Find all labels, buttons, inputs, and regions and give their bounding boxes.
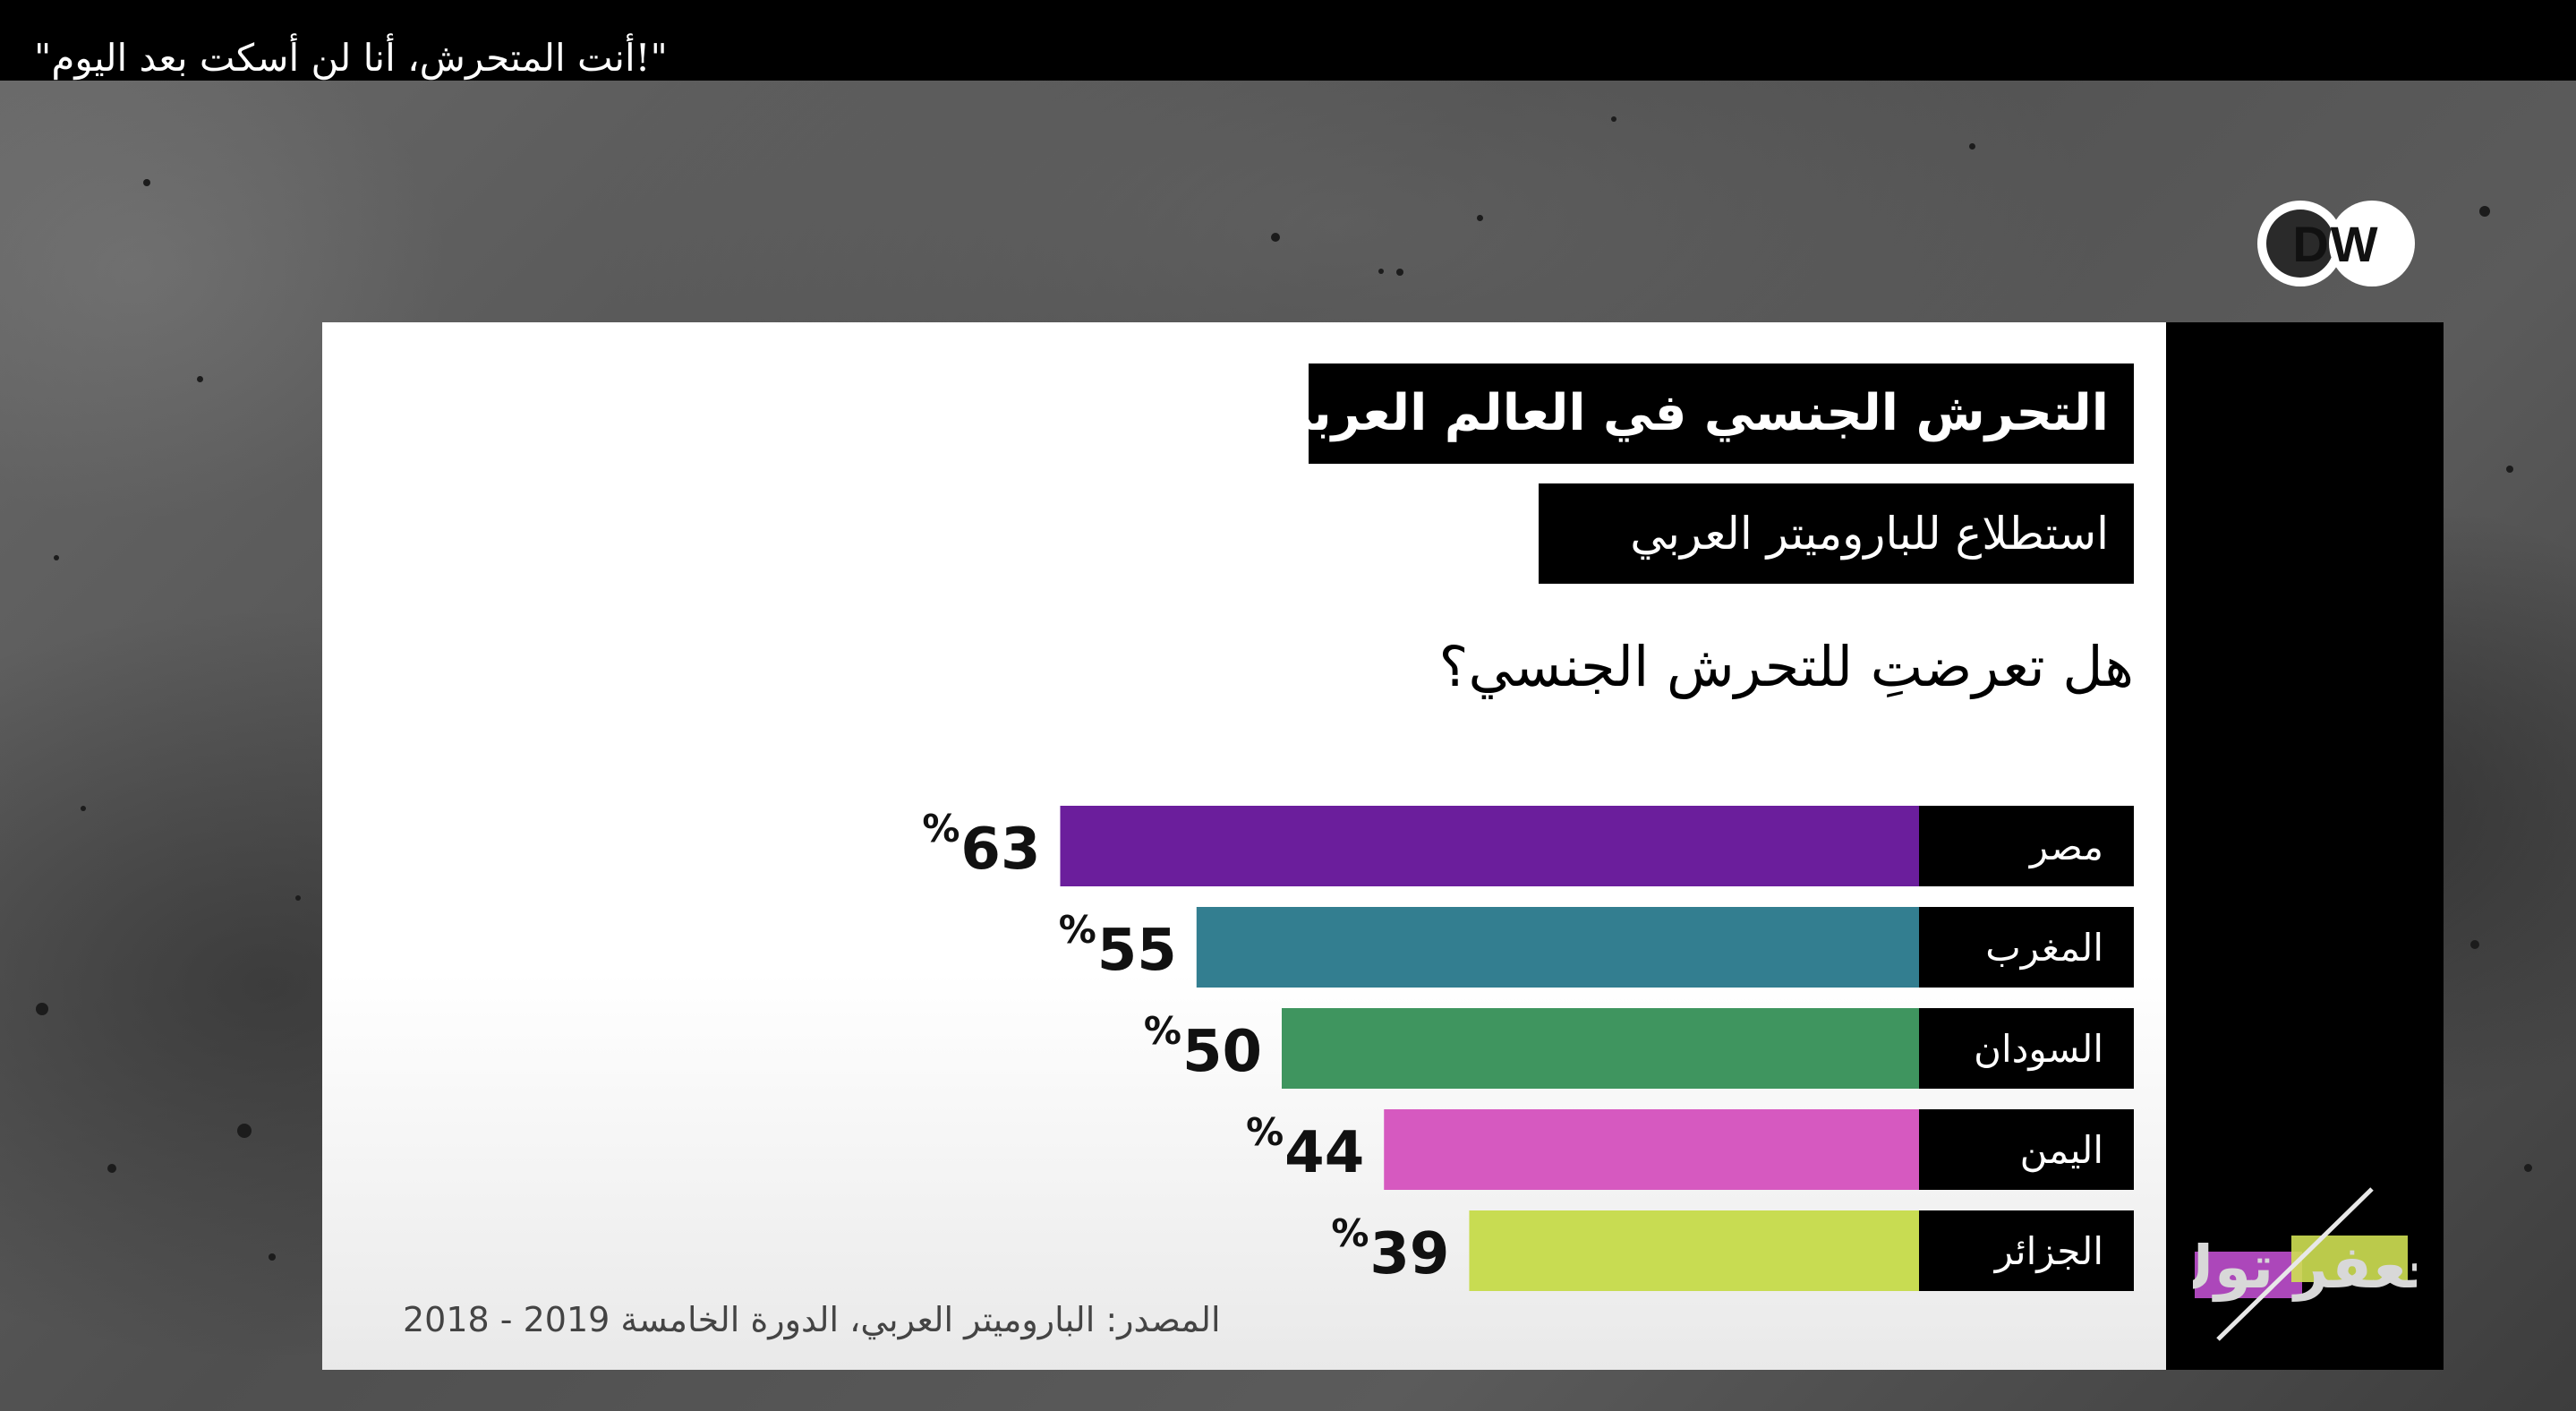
percent-sign-2: % (1144, 1009, 1181, 1053)
background-speck (237, 1124, 252, 1138)
caption-text: "!أنت المتحرش، أنا لن أسكت بعد اليوم" (34, 36, 668, 80)
background-speck (1378, 269, 1384, 274)
value-label-2: 50 (1182, 1019, 1262, 1085)
source-note: المصدر: الباروميتر العربي، الدورة الخامس… (403, 1300, 1221, 1339)
background-speck (2506, 466, 2513, 473)
background-speck (2470, 940, 2479, 949)
background-speck (1969, 143, 1975, 150)
background-speck (81, 806, 86, 811)
infographic-title: التحرش الجنسي في العالم العربي (1262, 363, 2134, 464)
category-label-bg-1 (1919, 907, 2134, 988)
dw-logo: DW (2257, 201, 2415, 286)
background-speck (143, 179, 150, 186)
background-speck (1477, 215, 1483, 221)
percent-sign-1: % (1059, 908, 1096, 952)
show-logo-text: جعفر توك (2193, 1233, 2417, 1303)
caption-bar: "!أنت المتحرش، أنا لن أسكت بعد اليوم" (0, 0, 2576, 81)
percent-sign-0: % (922, 807, 960, 851)
background-speck (36, 1003, 48, 1015)
category-label-bg-4 (1919, 1210, 2134, 1291)
category-label-2: السودان (1974, 1027, 2103, 1071)
background-speck (1611, 116, 1616, 122)
category-label-0: مصر (2028, 825, 2103, 868)
value-label-0: 63 (960, 817, 1040, 883)
category-label-1: المغرب (1985, 926, 2103, 970)
category-label-bg-0 (1919, 806, 2134, 886)
background-speck (295, 895, 301, 901)
value-label-1: 55 (1097, 918, 1177, 984)
show-logo: جعفر توك (2193, 1187, 2417, 1341)
value-label-3: 44 (1284, 1120, 1364, 1186)
dw-logo-text: DW (2292, 216, 2379, 272)
side-strip (2166, 322, 2444, 1370)
survey-question: هل تعرضتِ للتحرش الجنسي؟ (1438, 634, 2134, 699)
background-speck (1271, 233, 1280, 242)
background-speck (1396, 269, 1403, 276)
background-speck (2479, 206, 2490, 217)
category-label-3: اليمن (2020, 1128, 2103, 1172)
value-label-4: 39 (1369, 1221, 1449, 1287)
background-speck (269, 1253, 276, 1261)
background-speck (2524, 1164, 2532, 1172)
category-label-bg-2 (1919, 1008, 2134, 1089)
category-label-4: الجزائر (1993, 1229, 2103, 1273)
background-speck (107, 1164, 116, 1173)
background-speck (54, 555, 59, 560)
background-speck (197, 376, 203, 382)
percent-sign-3: % (1246, 1110, 1284, 1154)
percent-sign-4: % (1331, 1211, 1369, 1255)
infographic-subtitle: استطلاع للباروميتر العربي (1539, 483, 2134, 584)
category-label-bg-3 (1919, 1109, 2134, 1190)
